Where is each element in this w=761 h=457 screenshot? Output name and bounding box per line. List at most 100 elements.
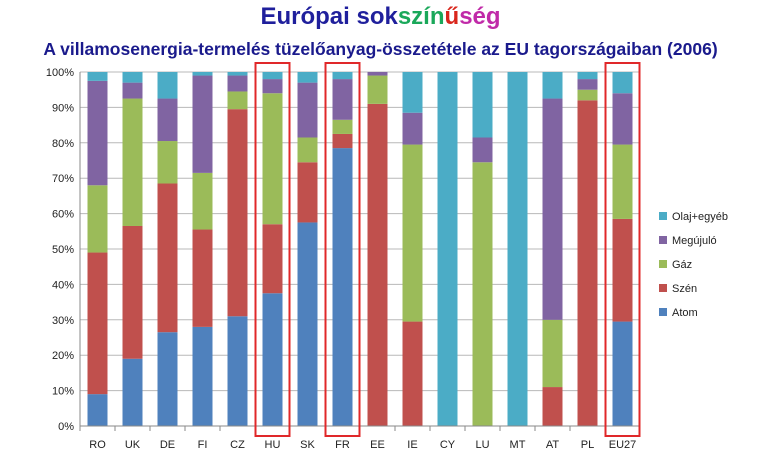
legend-label: Megújuló [672, 235, 717, 247]
bar-segment-olaj-egy-b [122, 72, 143, 83]
bar-segment-olaj-egy-b [227, 72, 248, 76]
bar-segment-olaj-egy-b [262, 72, 283, 80]
bar-segment-g-z [402, 144, 423, 322]
bar-segment-g-z [367, 75, 388, 104]
legend-swatch [659, 308, 667, 316]
x-tick-label: FI [198, 439, 208, 451]
bar-segment-meg-jul- [612, 93, 633, 145]
highlight-box [254, 62, 291, 437]
y-tick-label: 40% [52, 279, 74, 291]
bar-segment-olaj-egy-b [192, 72, 213, 76]
bar-segment-sz-n [157, 183, 178, 333]
bar-segment-sz-n [612, 218, 633, 322]
bar-segment-atom [87, 394, 108, 426]
bars [87, 72, 633, 427]
y-tick-label: 0% [58, 421, 74, 433]
bar-segment-sz-n [332, 133, 353, 149]
bar-segment-g-z [87, 185, 108, 253]
bar-segment-sz-n [542, 387, 563, 426]
bar-segment-olaj-egy-b [612, 72, 633, 94]
highlight-box [324, 62, 361, 437]
bar-segment-meg-jul- [192, 75, 213, 173]
y-tick-label: 60% [52, 209, 74, 221]
bar-segment-g-z [297, 137, 318, 163]
bar-segment-meg-jul- [262, 79, 283, 94]
bar-segment-sz-n [87, 252, 108, 395]
bar-segment-g-z [262, 93, 283, 225]
bar-segment-meg-jul- [332, 79, 353, 120]
x-tick-label: RO [89, 439, 106, 451]
bar-segment-atom [297, 222, 318, 426]
title-part: Európai sok [260, 3, 398, 30]
bar-segment-g-z [332, 119, 353, 134]
bar-segment-meg-jul- [227, 75, 248, 92]
highlight-boxes [254, 62, 641, 437]
bar-segment-sz-n [192, 229, 213, 327]
page-title: Európai sokszínűség [0, 2, 761, 32]
title-part: ű [444, 3, 460, 30]
bar-segment-meg-jul- [542, 98, 563, 320]
bar-segment-olaj-egy-b [87, 72, 108, 81]
x-tick-label: EE [370, 439, 385, 451]
x-tick-label: LU [475, 439, 489, 451]
bar-segment-g-z [192, 172, 213, 230]
x-tick-label: CY [440, 439, 456, 451]
bar-segment-meg-jul- [87, 80, 108, 186]
y-tick-label: 80% [52, 138, 74, 150]
legend-swatch [659, 284, 667, 292]
x-tick-label: DE [160, 439, 175, 451]
bar-segment-meg-jul- [367, 72, 388, 76]
bar-segment-sz-n [227, 109, 248, 317]
y-tick-label: 10% [52, 386, 74, 398]
bar-segment-olaj-egy-b [332, 72, 353, 80]
title-part: ség [459, 3, 501, 30]
bar-segment-olaj-egy-b [472, 72, 493, 138]
bar-segment-olaj-egy-b [402, 72, 423, 113]
bar-segment-meg-jul- [577, 79, 598, 90]
bar-segment-g-z [612, 144, 633, 219]
y-tick-label: 90% [52, 102, 74, 114]
legend: Olaj+egyéb Megújuló Gáz Szén Atom [659, 211, 728, 319]
bar-segment-sz-n [122, 225, 143, 359]
bar-segment-meg-jul- [402, 112, 423, 145]
title-part: szín [397, 3, 445, 30]
legend-swatch [659, 212, 667, 220]
legend-label: Szén [672, 283, 697, 295]
x-tick-label: UK [125, 439, 141, 451]
legend-label: Atom [672, 307, 698, 319]
legend-swatch [659, 260, 667, 268]
x-tick-label: EU27 [609, 439, 637, 451]
bar-segment-olaj-egy-b [542, 72, 563, 99]
legend-label: Olaj+egyéb [672, 211, 728, 223]
x-tick-label: SK [300, 439, 315, 451]
y-tick-label: 100% [46, 67, 74, 79]
bar-segment-g-z [542, 319, 563, 388]
axes: 0% 10% 20% 30% 40% 50% 60% 70% 80% 90% 100% RO UK DE F… [46, 67, 641, 451]
bar-segment-atom [332, 148, 353, 427]
bar-segment-atom [122, 358, 143, 426]
bar-segment-meg-jul- [122, 82, 143, 99]
y-tick-label: 50% [52, 244, 74, 256]
bar-segment-g-z [157, 141, 178, 184]
highlight-box [604, 62, 641, 437]
bar-segment-atom [192, 326, 213, 426]
x-tick-label: HU [265, 439, 281, 451]
x-tick-label: IE [407, 439, 417, 451]
bar-segment-atom [227, 316, 248, 426]
bar-segment-meg-jul- [472, 137, 493, 163]
y-tick-label: 20% [52, 350, 74, 362]
bar-segment-g-z [577, 89, 598, 101]
bar-segment-g-z [472, 162, 493, 426]
legend-label: Gáz [672, 259, 692, 271]
bar-segment-g-z [227, 91, 248, 110]
bar-segment-atom [612, 321, 633, 426]
bar-segment-olaj-egy-b [437, 72, 458, 426]
bar-segment-atom [157, 332, 178, 426]
bar-segment-olaj-egy-b [507, 72, 528, 426]
y-tick-label: 30% [52, 315, 74, 327]
bar-segment-meg-jul- [297, 82, 318, 138]
x-tick-label: PL [581, 439, 594, 451]
chart-subtitle: A villamosenergia-termelés tüzelőanyag-ö… [43, 39, 718, 59]
x-tick-label: MT [510, 439, 526, 451]
